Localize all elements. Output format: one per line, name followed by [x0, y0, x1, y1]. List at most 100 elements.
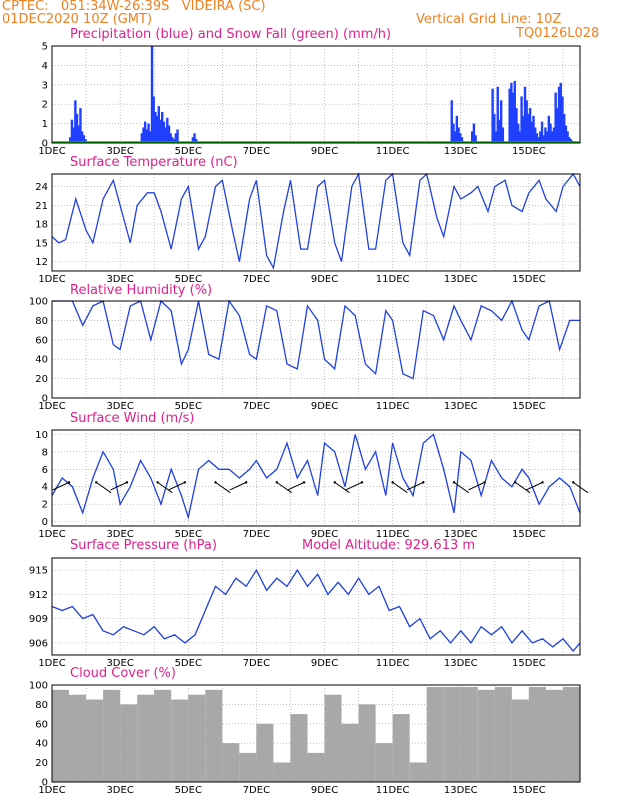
precip-bar: [537, 137, 540, 143]
cloud-bar: [324, 694, 342, 782]
wind-arrow: [229, 481, 247, 491]
wind-ytick-label: 4: [42, 482, 48, 493]
cloud-bar: [477, 689, 495, 782]
wind-arrow-head: [360, 481, 364, 484]
rh-xtick-label: 13DEC: [444, 401, 478, 412]
wind-arrow: [168, 481, 186, 491]
pres-ytick-label: 906: [29, 638, 48, 649]
wind-arrow: [157, 481, 173, 494]
precip-bar: [152, 96, 155, 143]
precip-xtick-label: 11DEC: [376, 146, 410, 157]
precip-bar: [453, 131, 457, 143]
precip-bar: [559, 82, 562, 143]
precip-bar: [549, 123, 552, 143]
wind-xtick-label: 15DEC: [512, 529, 546, 540]
cloud-frame: [51, 684, 581, 783]
wind-arrow: [572, 481, 589, 494]
precip-bar: [457, 127, 460, 143]
wind-arrow-head: [541, 481, 544, 484]
precip-bar: [532, 115, 535, 143]
cloud-ytick-label: 60: [35, 719, 48, 730]
pres-xtick-label: 11DEC: [376, 658, 410, 669]
cloud-bar: [171, 699, 189, 782]
precip-bar: [155, 115, 159, 143]
precip-bar: [568, 137, 571, 143]
cloud-xtick-label: 9DEC: [311, 785, 338, 796]
pres-xtick-label: 13DEC: [444, 658, 478, 669]
cloud-bar: [69, 694, 87, 782]
wind-xtick-label: 5DEC: [175, 529, 202, 540]
wind-arrow: [276, 481, 292, 494]
temp-xtick-label: 5DEC: [175, 274, 202, 285]
precip-bar: [162, 121, 166, 143]
wind-arrow-head: [483, 481, 486, 484]
precip-bar: [157, 106, 160, 143]
cloud-ytick-label: 20: [35, 758, 48, 769]
precip-bar: [525, 100, 528, 143]
temp-ytick-label: 21: [35, 201, 48, 212]
wind-arrow: [468, 481, 485, 491]
precip-bar: [459, 133, 462, 143]
run-time: 01DEC2020 10Z (GMT): [2, 12, 153, 27]
cloud-bar: [375, 743, 393, 782]
precip-bar: [450, 100, 453, 143]
precip-bar: [564, 125, 568, 143]
wind-arrow-head: [514, 481, 517, 484]
precip-bar: [161, 111, 164, 143]
wind-xtick-label: 1DEC: [38, 529, 65, 540]
cloud-bar: [494, 686, 512, 782]
rh-xtick-label: 1DEC: [38, 401, 65, 412]
cloud-title: Cloud Cover (%): [70, 666, 176, 681]
precip-bar: [452, 123, 455, 143]
precip-ytick-label: 2: [42, 100, 48, 111]
precip-bar: [561, 96, 564, 143]
precip-ytick-label: 5: [42, 42, 48, 53]
cloud-bar: [222, 743, 240, 782]
cloud-bar: [188, 694, 206, 782]
wind-xtick-label: 7DEC: [243, 529, 270, 540]
precip-bar: [72, 127, 75, 143]
precip-bar: [84, 139, 87, 143]
rh-ytick-label: 0: [42, 394, 48, 405]
wind-arrow: [406, 481, 424, 491]
rh-xtick-label: 5DEC: [175, 401, 202, 412]
rh-frame: [51, 300, 581, 399]
cloud-bar: [562, 686, 580, 782]
precip-bar: [171, 137, 174, 143]
cloud-ytick-label: 100: [29, 681, 48, 692]
precip-xtick-label: 5DEC: [175, 146, 202, 157]
wind-arrow: [345, 481, 363, 491]
temp-xtick-label: 3DEC: [106, 274, 133, 285]
pres-line: [51, 568, 581, 653]
rh-xtick-label: 3DEC: [106, 401, 133, 412]
precip-ytick-label: 0: [42, 139, 48, 150]
precip-bar: [523, 86, 527, 143]
precip-bar: [70, 119, 74, 143]
precip-bar: [460, 137, 464, 143]
rh-xtick-label: 9DEC: [311, 401, 338, 412]
precip-bar: [535, 133, 539, 143]
cloud-bar: [103, 689, 121, 782]
wind-arrow: [52, 481, 70, 491]
precip-bar: [470, 131, 474, 143]
cloud-bar: [137, 694, 155, 782]
temp-ytick-label: 18: [35, 220, 48, 231]
cloud-bar: [239, 752, 257, 782]
pres-ytick-label: 909: [29, 614, 48, 625]
precip-bar: [167, 125, 171, 143]
cloud-bar: [52, 689, 70, 782]
pres-frame: [51, 557, 581, 656]
precip-bar: [193, 133, 196, 143]
cloud-bar: [511, 699, 529, 782]
wind-arrow: [95, 481, 112, 494]
precip-bar: [539, 131, 542, 143]
wind-arrow-head: [333, 481, 336, 484]
wind-arrow: [526, 481, 543, 491]
temp-ytick-label: 15: [35, 238, 48, 249]
wind-arrow-head: [244, 481, 248, 484]
model-code: TQ0126L028: [516, 26, 600, 41]
cloud-bar: [290, 714, 308, 782]
precip-xtick-label: 1DEC: [38, 146, 65, 157]
precip-ytick-label: 4: [42, 61, 48, 72]
pres-xtick-label: 1DEC: [38, 658, 65, 669]
